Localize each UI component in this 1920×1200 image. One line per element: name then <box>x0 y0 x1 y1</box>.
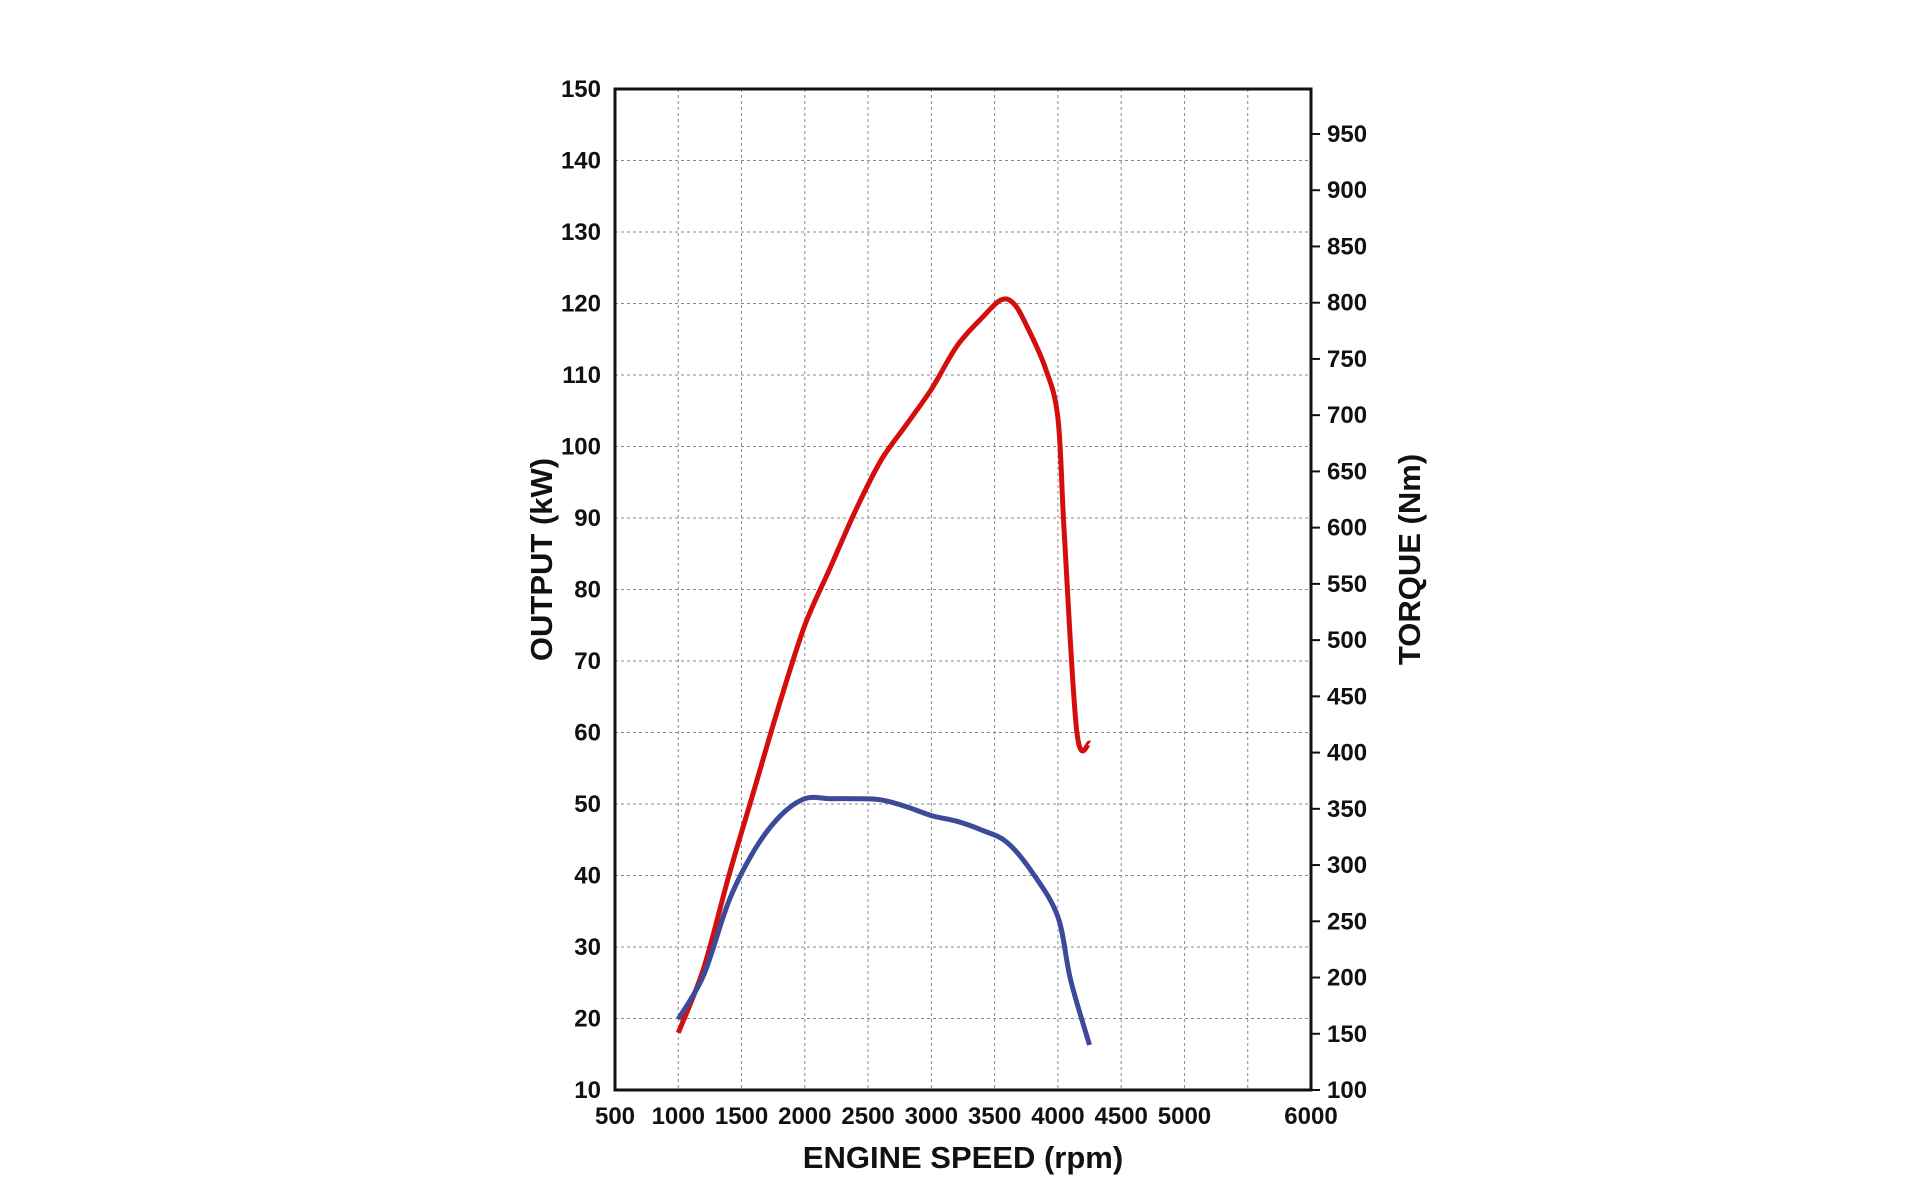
y-tick-label: 80 <box>574 577 601 604</box>
x-tick-label: 500 <box>595 1103 635 1130</box>
y-tick-label: 70 <box>574 648 601 675</box>
y2-tick-label: 400 <box>1327 740 1367 767</box>
x-tick-label: 1500 <box>715 1103 768 1130</box>
y-tick-label: 30 <box>574 934 601 961</box>
y-tick-label: 90 <box>574 505 601 532</box>
y2-tick-label: 700 <box>1327 402 1367 429</box>
right-axis-title: TORQUE (Nm) <box>1392 454 1427 665</box>
x-tick-label: 4500 <box>1094 1103 1147 1130</box>
y2-tick-label: 900 <box>1327 177 1367 204</box>
x-tick-label: 5000 <box>1158 1103 1211 1130</box>
x-axis-ticks: 500 1000 1500 2000 2500 3000 3500 4000 4500 5000 6… <box>595 1103 1338 1130</box>
x-tick-label: 1000 <box>652 1103 705 1130</box>
x-tick-label: 6000 <box>1284 1103 1337 1130</box>
x-tick-label: 3500 <box>968 1103 1021 1130</box>
y2-tick-label: 200 <box>1327 965 1367 992</box>
left-axis-ticks: 10 20 30 40 50 60 70 80 90 100 110 120 130 140 150 <box>561 76 601 1104</box>
y2-tick-label: 650 <box>1327 458 1367 485</box>
torque-curve-line <box>676 794 1092 1046</box>
grid-lines <box>615 89 1311 1090</box>
y-tick-label: 110 <box>562 362 601 389</box>
output-curve-line <box>675 296 1092 1034</box>
right-axis-ticks: 100 150 200 250 300 350 400 450 500 550 600 650 700 7… <box>1311 121 1367 1104</box>
y-tick-label: 150 <box>561 76 601 103</box>
y2-tick-label: 600 <box>1327 515 1367 542</box>
x-tick-label: 3000 <box>905 1103 958 1130</box>
y-tick-label: 100 <box>561 434 601 461</box>
x-tick-label: 4000 <box>1031 1103 1084 1130</box>
series-lines <box>675 296 1092 1046</box>
y2-tick-label: 750 <box>1327 346 1367 373</box>
y-tick-label: 60 <box>574 720 601 747</box>
y-tick-label: 10 <box>574 1077 601 1104</box>
y2-tick-label: 800 <box>1327 290 1367 317</box>
y2-tick-label: 950 <box>1327 121 1367 148</box>
y-tick-label: 140 <box>561 148 601 175</box>
left-axis-title: OUTPUT (kW) <box>524 458 559 661</box>
x-axis-title: ENGINE SPEED (rpm) <box>803 1140 1123 1175</box>
x-tick-label: 2500 <box>841 1103 894 1130</box>
y2-tick-label: 300 <box>1327 852 1367 879</box>
y2-tick-label: 500 <box>1327 627 1367 654</box>
y-tick-label: 40 <box>574 863 601 890</box>
y-tick-label: 130 <box>561 219 601 246</box>
y2-tick-label: 100 <box>1327 1077 1367 1104</box>
y2-tick-label: 350 <box>1327 796 1367 823</box>
y2-tick-label: 250 <box>1327 908 1367 935</box>
y2-tick-label: 550 <box>1327 571 1367 598</box>
y2-tick-label: 150 <box>1327 1021 1367 1048</box>
y2-tick-label: 450 <box>1327 683 1367 710</box>
x-tick-label: 2000 <box>778 1103 831 1130</box>
y-tick-label: 50 <box>574 791 601 818</box>
plot-frame <box>613 87 1313 1092</box>
y-tick-label: 120 <box>561 291 601 318</box>
y2-tick-label: 850 <box>1327 233 1367 260</box>
y-tick-label: 20 <box>574 1006 601 1033</box>
